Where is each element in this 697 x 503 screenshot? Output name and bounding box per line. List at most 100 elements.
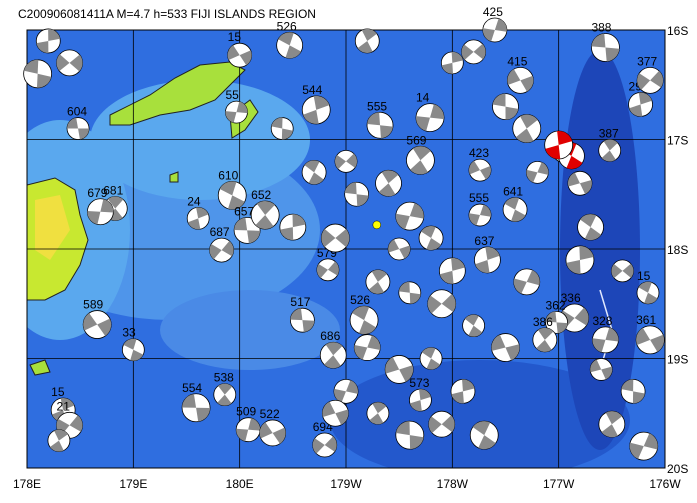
beachball-quadrant [217, 394, 232, 406]
depth-label: 425 [483, 5, 503, 19]
beachball-quadrant [218, 383, 233, 395]
beachball-quadrant [566, 155, 583, 169]
beachball [321, 399, 349, 427]
beachball [47, 429, 71, 453]
beachball [406, 145, 435, 175]
beachball-quadrant [644, 292, 658, 304]
beachball [598, 410, 626, 438]
depth-label: 377 [637, 54, 657, 68]
depth-label: 569 [406, 133, 426, 147]
depth-label: 33 [122, 326, 136, 340]
beachball [35, 28, 61, 54]
beachball-quadrant [324, 436, 337, 452]
beachball-quadrant [526, 270, 540, 286]
depth-label: 526 [277, 19, 297, 33]
beachball [333, 378, 359, 404]
beachball-quadrant [219, 181, 237, 196]
beachball [366, 111, 394, 139]
beachball-quadrant [511, 209, 526, 222]
beachball [353, 334, 381, 361]
beachball-quadrant [346, 153, 357, 168]
beachball [427, 289, 457, 319]
beachball-quadrant [324, 355, 341, 369]
beachball-quadrant [468, 325, 483, 337]
title: C200906081411A M=4.7 h=533 FIJI ISLANDS … [18, 7, 316, 21]
beachball-quadrant [346, 380, 358, 394]
beachball-quadrant [352, 306, 370, 321]
beachball-quadrant [421, 347, 436, 359]
beachball-quadrant [536, 339, 552, 352]
beachball [469, 420, 499, 450]
beachball [270, 117, 294, 140]
beachball [636, 281, 660, 305]
beachball [611, 259, 634, 283]
beachball-quadrant [507, 69, 521, 85]
depth-label: 517 [290, 295, 310, 309]
beachball [544, 130, 574, 160]
beachball [181, 393, 211, 423]
beachball-quadrant [367, 112, 381, 126]
beachball [474, 246, 501, 274]
depth-label: 610 [218, 168, 238, 182]
beachball-quadrant [259, 422, 273, 439]
beachball [450, 378, 476, 404]
beachball-quadrant [545, 144, 561, 159]
beachball-quadrant [335, 155, 346, 170]
beachball-quadrant [566, 259, 581, 274]
beachball-quadrant [308, 172, 324, 185]
beachball-quadrant [236, 101, 248, 114]
beachball-quadrant [358, 320, 377, 335]
beachball-quadrant [430, 104, 445, 120]
beachball-quadrant [123, 338, 137, 350]
beachball [462, 314, 486, 338]
beachball-quadrant [302, 320, 315, 333]
beachball-quadrant [451, 391, 464, 404]
beachball-quadrant [479, 165, 491, 180]
beachball-quadrant [515, 128, 534, 143]
beachball-quadrant [462, 379, 475, 392]
beachball-quadrant [505, 344, 520, 361]
beachball-quadrant [426, 238, 442, 251]
beachball [577, 213, 604, 241]
depth-label: 544 [302, 83, 322, 97]
beachball [86, 198, 114, 226]
beachball [354, 28, 380, 54]
beachball-quadrant [538, 327, 554, 340]
depth-label: 686 [320, 329, 340, 343]
beachball [279, 213, 307, 241]
beachball [635, 325, 665, 355]
beachball-quadrant [239, 50, 252, 66]
beachball [418, 225, 444, 251]
beachball-quadrant [130, 349, 144, 361]
beachball-quadrant [468, 160, 480, 175]
beachball-quadrant [473, 43, 486, 60]
beachball-quadrant [567, 172, 580, 187]
beachball [492, 93, 519, 121]
beachball-quadrant [412, 146, 431, 161]
depth-label: 637 [474, 234, 494, 248]
beachball [589, 358, 613, 381]
depth-label: 15 [637, 269, 651, 283]
beachball-quadrant [426, 358, 441, 370]
depth-label: 554 [182, 381, 202, 395]
beachball-quadrant [334, 388, 346, 403]
beachball-quadrant [380, 125, 393, 139]
beachball-quadrant [494, 18, 507, 32]
beachball [186, 206, 210, 230]
beachball-quadrant [100, 199, 114, 213]
beachball-quadrant [478, 435, 496, 450]
beachball-quadrant [427, 295, 442, 314]
beachball-quadrant [313, 95, 330, 110]
beachball-quadrant [344, 182, 357, 195]
beachball [415, 103, 445, 132]
beachball-quadrant [622, 263, 634, 278]
beachball [591, 33, 620, 62]
beachball [217, 180, 247, 210]
depth-label: 362 [546, 298, 566, 312]
beachball-quadrant [580, 214, 597, 228]
beachball-quadrant [322, 401, 336, 417]
beachball-quadrant [409, 202, 424, 219]
beachball-quadrant [482, 28, 495, 42]
beachball [235, 417, 261, 443]
